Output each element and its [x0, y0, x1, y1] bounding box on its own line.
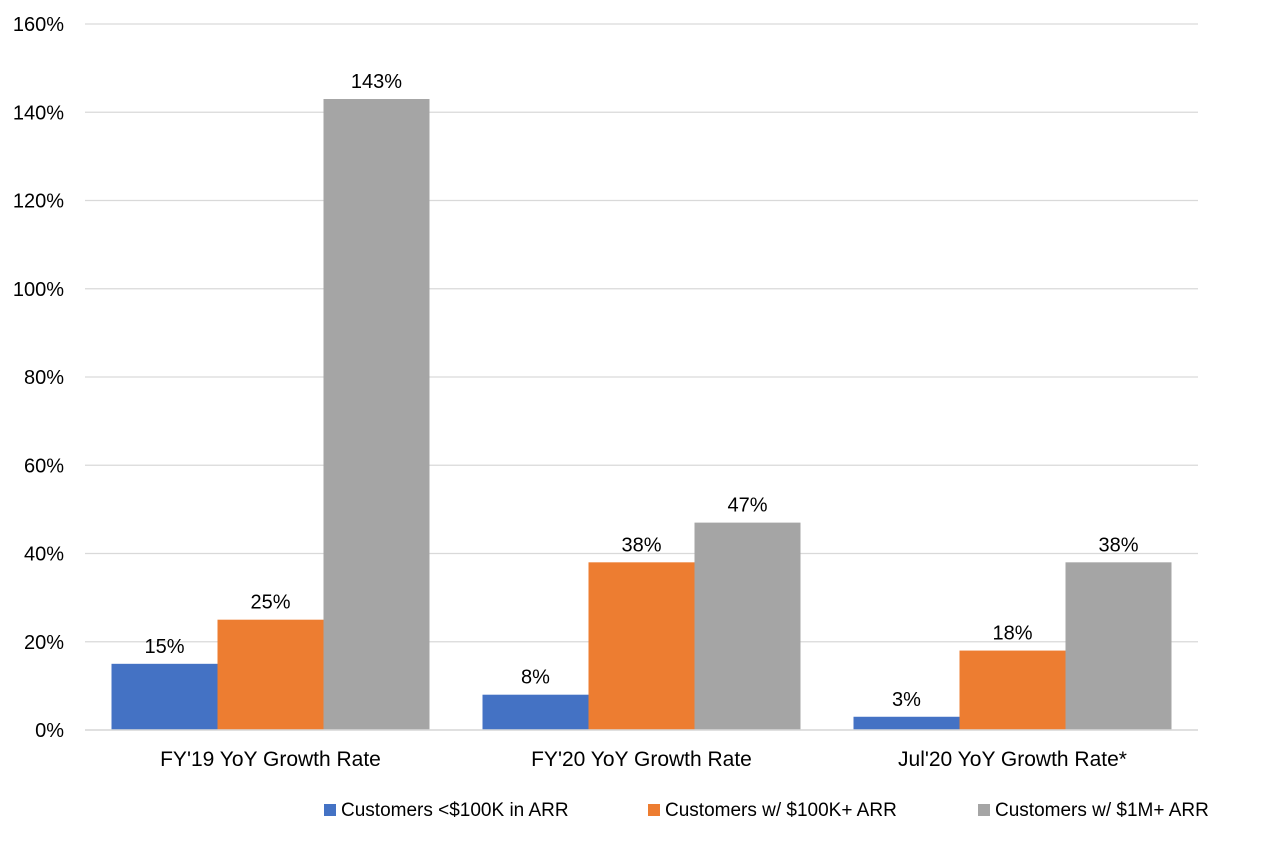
bar — [217, 619, 324, 730]
legend-swatch — [648, 804, 660, 816]
x-category-label: FY'20 YoY Growth Rate — [531, 748, 752, 771]
bar — [588, 562, 695, 730]
data-label: 25% — [250, 592, 290, 614]
bar — [1065, 562, 1172, 730]
bar — [482, 694, 589, 730]
y-tick-label: 80% — [24, 367, 64, 389]
y-tick-label: 60% — [24, 455, 64, 477]
x-category-label: FY'19 YoY Growth Rate — [160, 748, 381, 771]
y-tick-label: 0% — [35, 720, 64, 742]
legend-swatch — [324, 804, 336, 816]
data-label: 8% — [521, 667, 550, 689]
data-label: 18% — [992, 623, 1032, 645]
x-category-label: Jul'20 YoY Growth Rate* — [898, 748, 1127, 771]
legend-label: Customers w/ $1M+ ARR — [995, 800, 1209, 821]
bar — [959, 650, 1066, 730]
bar — [853, 716, 960, 730]
y-tick-label: 120% — [13, 191, 64, 213]
data-label: 47% — [727, 495, 767, 517]
data-label: 143% — [351, 71, 402, 93]
y-tick-label: 20% — [24, 632, 64, 654]
bar — [323, 99, 430, 730]
data-label: 3% — [892, 689, 921, 711]
y-tick-label: 100% — [13, 279, 64, 301]
data-label: 15% — [144, 636, 184, 658]
data-label: 38% — [1098, 534, 1138, 556]
y-tick-label: 140% — [13, 102, 64, 124]
legend-swatch — [978, 804, 990, 816]
bar — [111, 663, 218, 730]
bar — [694, 522, 801, 730]
legend-label: Customers <$100K in ARR — [341, 800, 569, 821]
y-tick-label: 40% — [24, 544, 64, 566]
legend-label: Customers w/ $100K+ ARR — [665, 800, 897, 821]
y-tick-label: 160% — [13, 14, 64, 36]
data-label: 38% — [621, 534, 661, 556]
